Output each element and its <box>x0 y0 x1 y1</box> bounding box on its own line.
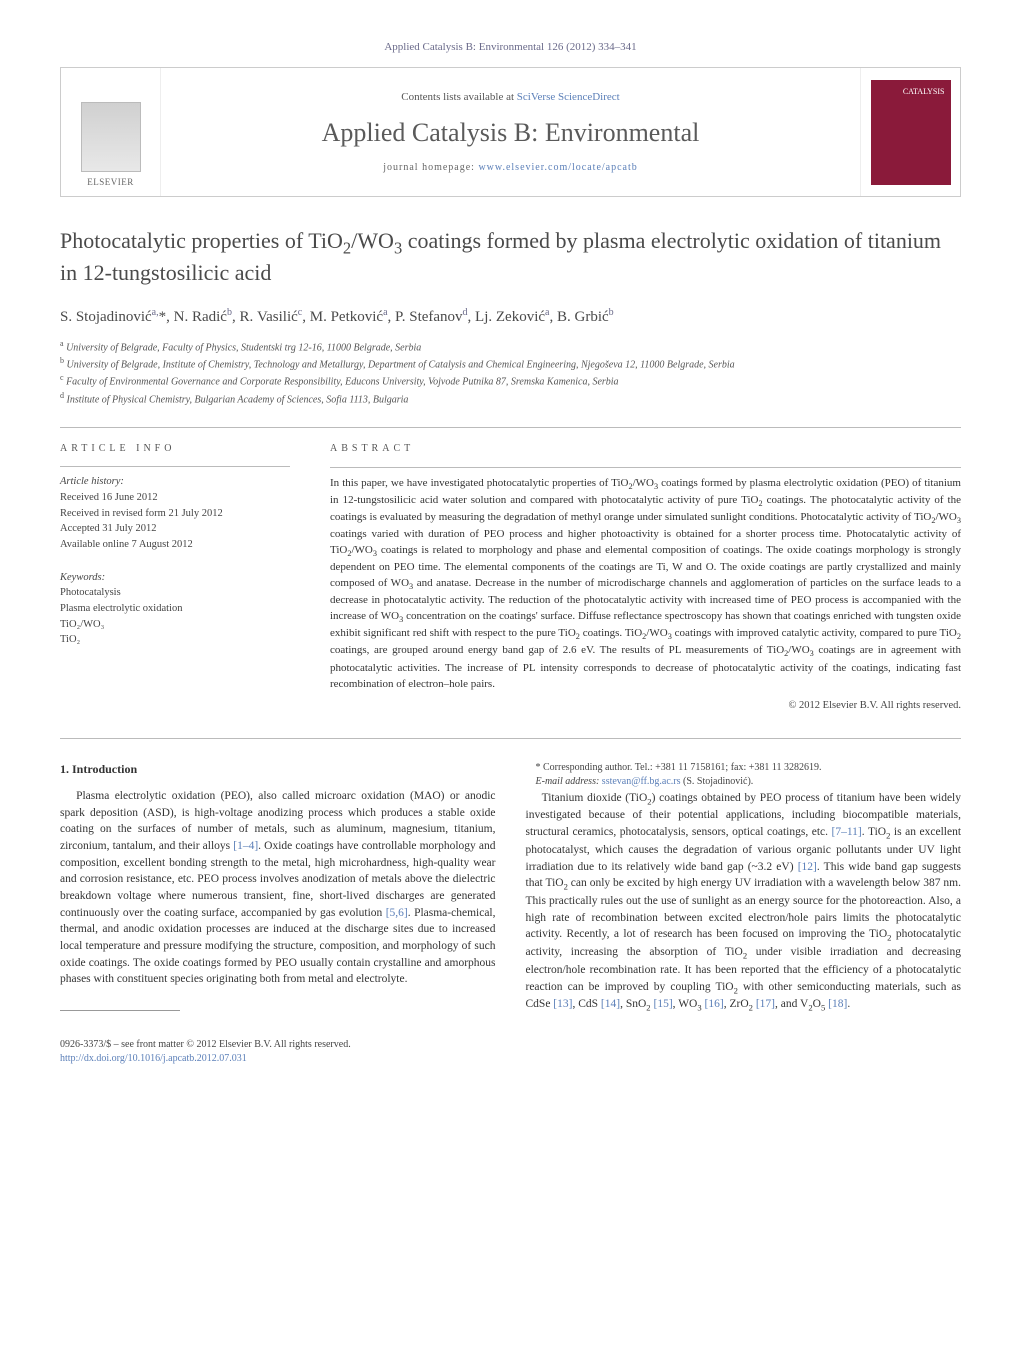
footnote-separator <box>60 1010 180 1011</box>
keyword-line: TiO₂ <box>60 633 290 648</box>
authors-line: S. Stojadinovića,*, N. Radićb, R. Vasili… <box>60 306 961 328</box>
homepage-link[interactable]: www.elsevier.com/locate/apcatb <box>478 162 637 173</box>
abstract-copyright: © 2012 Elsevier B.V. All rights reserved… <box>330 698 961 713</box>
publisher-label: ELSEVIER <box>87 176 134 189</box>
homepage-line: journal homepage: www.elsevier.com/locat… <box>383 161 638 175</box>
affiliations: a University of Belgrade, Faculty of Phy… <box>60 338 961 407</box>
publisher-block: ELSEVIER <box>61 68 161 196</box>
sciencedirect-link[interactable]: SciVerse ScienceDirect <box>517 91 620 103</box>
divider <box>60 427 961 428</box>
keyword-line: TiO₂/WO₃ <box>60 618 290 633</box>
banner-center: Contents lists available at SciVerse Sci… <box>161 68 860 196</box>
affiliation-line: b University of Belgrade, Institute of C… <box>60 355 961 372</box>
article-info-block: article info Article history: Received 1… <box>60 442 290 714</box>
history-line: Accepted 31 July 2012 <box>60 522 290 537</box>
affiliation-line: a University of Belgrade, Faculty of Phy… <box>60 338 961 355</box>
divider <box>60 466 290 467</box>
email-footnote: E-mail address: sstevan@ff.bg.ac.rs (S. … <box>526 775 962 790</box>
journal-name: Applied Catalysis B: Environmental <box>322 115 700 151</box>
affiliation-line: c Faculty of Environmental Governance an… <box>60 372 961 389</box>
divider <box>330 467 961 468</box>
issn-line: 0926-3373/$ – see front matter © 2012 El… <box>60 1038 961 1052</box>
corresponding-email-link[interactable]: sstevan@ff.bg.ac.rs <box>602 776 681 787</box>
history-line: Received in revised form 21 July 2012 <box>60 507 290 522</box>
journal-cover-icon: CATALYSIS <box>871 80 951 185</box>
journal-banner: ELSEVIER Contents lists available at Sci… <box>60 67 961 197</box>
email-label: E-mail address: <box>536 776 602 787</box>
body-paragraph: Plasma electrolytic oxidation (PEO), als… <box>60 788 496 988</box>
corresponding-footnote: * Corresponding author. Tel.: +381 11 71… <box>526 761 962 776</box>
body-paragraph: Titanium dioxide (TiO2) coatings obtaine… <box>526 790 962 1015</box>
homepage-prefix: journal homepage: <box>383 162 478 173</box>
article-title: Photocatalytic properties of TiO2/WO3 co… <box>60 227 961 287</box>
body-text: 1. Introduction Plasma electrolytic oxid… <box>60 761 961 1016</box>
history-label: Article history: <box>60 475 290 490</box>
history-line: Received 16 June 2012 <box>60 491 290 506</box>
affiliation-line: d Institute of Physical Chemistry, Bulga… <box>60 390 961 407</box>
keywords-label: Keywords: <box>60 571 290 586</box>
divider <box>60 738 961 739</box>
contents-prefix: Contents lists available at <box>401 91 516 103</box>
article-info-label: article info <box>60 442 290 456</box>
keyword-line: Plasma electrolytic oxidation <box>60 602 290 617</box>
contents-available-line: Contents lists available at SciVerse Sci… <box>401 90 619 105</box>
abstract-block: abstract In this paper, we have investig… <box>330 442 961 714</box>
abstract-text: In this paper, we have investigated phot… <box>330 476 961 693</box>
cover-block: CATALYSIS <box>860 68 960 196</box>
info-abstract-row: article info Article history: Received 1… <box>60 442 961 714</box>
header-citation: Applied Catalysis B: Environmental 126 (… <box>60 40 961 55</box>
section-heading-introduction: 1. Introduction <box>60 761 496 778</box>
elsevier-tree-icon <box>81 102 141 172</box>
keyword-line: Photocatalysis <box>60 586 290 601</box>
doi-link[interactable]: http://dx.doi.org/10.1016/j.apcatb.2012.… <box>60 1053 247 1064</box>
footer-meta: 0926-3373/$ – see front matter © 2012 El… <box>60 1038 961 1066</box>
email-suffix: (S. Stojadinović). <box>681 776 754 787</box>
abstract-label: abstract <box>330 442 961 457</box>
history-line: Available online 7 August 2012 <box>60 538 290 553</box>
